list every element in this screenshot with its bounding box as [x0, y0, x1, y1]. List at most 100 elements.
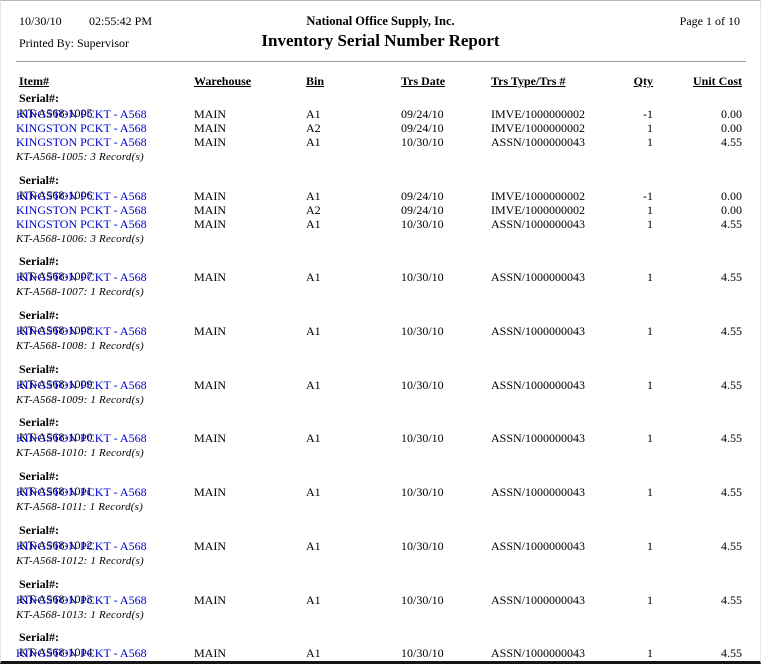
serial-group: Serial#: KT-A568-1011 KINGSTON PCKT - A568…: [1, 469, 760, 514]
cell-trs-type: ASSN/1000000043: [491, 135, 586, 149]
report-title: Inventory Serial Number Report: [261, 31, 500, 50]
cell-trs-type: ASSN/1000000043: [491, 324, 586, 339]
table-row: KINGSTON PCKT - A568 MAIN A1 10/30/10 ASSN/1…: [1, 135, 760, 150]
record-count: KT-A568-1007: 1 Record(s): [16, 286, 144, 299]
serial-group: Serial#: KT-A568-1014 KINGSTON PCKT - A568…: [1, 630, 760, 661]
cell-bin: A1: [306, 538, 321, 553]
cell-bin: A1: [306, 431, 321, 446]
cell-bin: A2: [306, 202, 321, 217]
table-row: KINGSTON PCKT - A568 MAIN A1 10/30/10 ASSN/1…: [1, 485, 760, 500]
report-time: 02:55:42 PM: [89, 14, 153, 28]
cell-qty: 1: [647, 538, 653, 553]
record-count: KT-A568-1011: 1 Record(s): [16, 501, 143, 514]
item-link[interactable]: KINGSTON PCKT - A568: [16, 538, 147, 553]
serial-number: KT-A568-1009: [19, 376, 93, 391]
header-divider: [16, 61, 746, 62]
item-link[interactable]: KINGSTON PCKT - A568: [16, 188, 147, 203]
cell-warehouse: MAIN: [194, 431, 226, 446]
serial-line: Serial#: KT-A568-1008: [1, 308, 760, 337]
serial-line: Serial#: KT-A568-1014: [1, 630, 760, 659]
cell-bin: A1: [306, 188, 321, 203]
item-link[interactable]: KINGSTON PCKT - A568: [16, 377, 147, 392]
item-link[interactable]: KINGSTON PCKT - A568: [16, 485, 147, 500]
table-row: KINGSTON PCKT - A568 MAIN A1 10/30/10 ASSN/1…: [1, 646, 760, 661]
item-link[interactable]: KINGSTON PCKT - A568: [16, 107, 147, 121]
cell-qty: 1: [647, 216, 653, 231]
record-count: KT-A568-1005: 3 Record(s): [16, 151, 144, 163]
cell-trs-type: ASSN/1000000043: [491, 485, 586, 500]
cell-qty: 1: [647, 202, 653, 217]
cell-trs-date: 09/24/10: [401, 188, 444, 203]
cell-unit-cost: 4.55: [721, 135, 742, 149]
item-link[interactable]: KINGSTON PCKT - A568: [16, 592, 147, 607]
cell-warehouse: MAIN: [194, 107, 226, 121]
serial-group: Serial#: KT-A568-1012 KINGSTON PCKT - A568…: [1, 523, 760, 568]
table-row: KINGSTON PCKT - A568 MAIN A1 10/30/10 ASSN/1…: [1, 538, 760, 554]
item-link[interactable]: KINGSTON PCKT - A568: [16, 202, 147, 217]
table-row: KINGSTON PCKT - A568 MAIN A1 10/30/10 ASSN/1…: [1, 216, 760, 232]
cell-trs-type: ASSN/1000000043: [491, 538, 586, 553]
item-link[interactable]: KINGSTON PCKT - A568: [16, 216, 147, 231]
col-header-unit-cost: Unit Cost: [692, 74, 742, 88]
cell-trs-date: 10/30/10: [401, 485, 444, 500]
record-count: KT-A568-1010: 1 Record(s): [16, 447, 144, 460]
page-indicator: Page 1 of 10: [679, 14, 740, 28]
serial-label: Serial#:: [19, 576, 59, 591]
cell-trs-date: 10/30/10: [401, 538, 444, 553]
table-row: KINGSTON PCKT - A568 MAIN A1 10/30/10 ASSN/1…: [1, 324, 760, 339]
cell-trs-date: 10/30/10: [401, 270, 444, 285]
cell-bin: A1: [306, 324, 321, 339]
serial-group: Serial#: KT-A568-1009 KINGSTON PCKT - A568…: [1, 362, 760, 407]
cell-unit-cost: 0.00: [721, 121, 742, 135]
record-count: KT-A568-1009: 1 Record(s): [16, 393, 144, 406]
table-row: KINGSTON PCKT - A568 MAIN A1 10/30/10 ASSN/1…: [1, 592, 760, 608]
cell-trs-type: IMVE/1000000002: [491, 121, 585, 135]
cell-trs-date: 10/30/10: [401, 324, 444, 339]
cell-qty: 1: [647, 270, 653, 285]
serial-groups: Serial#: KT-A568-1005 KINGSTON PCKT - A568…: [1, 91, 760, 661]
cell-bin: A2: [306, 121, 321, 135]
cell-qty: 1: [647, 377, 653, 392]
cell-trs-date: 10/30/10: [401, 431, 444, 446]
serial-group: Serial#: KT-A568-1008 KINGSTON PCKT - A568…: [1, 308, 760, 353]
cell-unit-cost: 4.55: [721, 646, 742, 661]
table-row: KINGSTON PCKT - A568 MAIN A1 09/24/10 IMVE/1…: [1, 188, 760, 204]
cell-qty: 1: [647, 324, 653, 339]
item-link[interactable]: KINGSTON PCKT - A568: [16, 270, 147, 285]
column-header-row: Item# Warehouse Bin Trs Date Trs Type/Tr…: [1, 75, 760, 91]
item-link[interactable]: KINGSTON PCKT - A568: [16, 646, 147, 661]
cell-warehouse: MAIN: [194, 485, 226, 500]
serial-label: Serial#:: [19, 630, 59, 645]
cell-trs-type: IMVE/1000000002: [491, 107, 585, 121]
printed-by: Printed By: Supervisor: [19, 36, 129, 50]
serial-number: KT-A568-1008: [19, 323, 93, 338]
serial-group: Serial#: KT-A568-1007 KINGSTON PCKT - A568…: [1, 254, 760, 299]
cell-trs-type: IMVE/1000000002: [491, 188, 585, 203]
table-row: KINGSTON PCKT - A568 MAIN A1 10/30/10 ASSN/1…: [1, 432, 760, 446]
serial-number: KT-A568-1007: [19, 269, 93, 284]
serial-label: Serial#:: [19, 308, 59, 323]
serial-number: KT-A568-1006: [19, 187, 93, 202]
cell-unit-cost: 4.55: [721, 216, 742, 231]
item-link[interactable]: KINGSTON PCKT - A568: [16, 431, 147, 446]
cell-warehouse: MAIN: [194, 646, 226, 661]
serial-group: Serial#: KT-A568-1006 KINGSTON PCKT - A568…: [1, 173, 760, 246]
item-link[interactable]: KINGSTON PCKT - A568: [16, 121, 147, 135]
cell-qty: 1: [647, 135, 653, 149]
cell-unit-cost: 0.00: [721, 107, 742, 121]
item-link[interactable]: KINGSTON PCKT - A568: [16, 135, 147, 149]
serial-label: Serial#:: [19, 522, 59, 537]
cell-trs-date: 10/30/10: [401, 646, 444, 661]
cell-trs-date: 10/30/10: [401, 592, 444, 607]
item-link[interactable]: KINGSTON PCKT - A568: [16, 324, 147, 339]
col-header-warehouse: Warehouse: [194, 74, 252, 88]
serial-number: KT-A568-1013: [19, 591, 93, 606]
table-row: KINGSTON PCKT - A568 MAIN A2 09/24/10 IMVE/1…: [1, 202, 760, 218]
cell-trs-type: ASSN/1000000043: [491, 216, 586, 231]
serial-label: Serial#:: [19, 172, 59, 187]
cell-qty: 1: [647, 431, 653, 446]
cell-unit-cost: 4.55: [721, 324, 742, 339]
serial-line: Serial#: KT-A568-1010: [1, 415, 760, 444]
company-name: National Office Supply, Inc.: [306, 14, 455, 28]
serial-label: Serial#:: [19, 415, 59, 430]
